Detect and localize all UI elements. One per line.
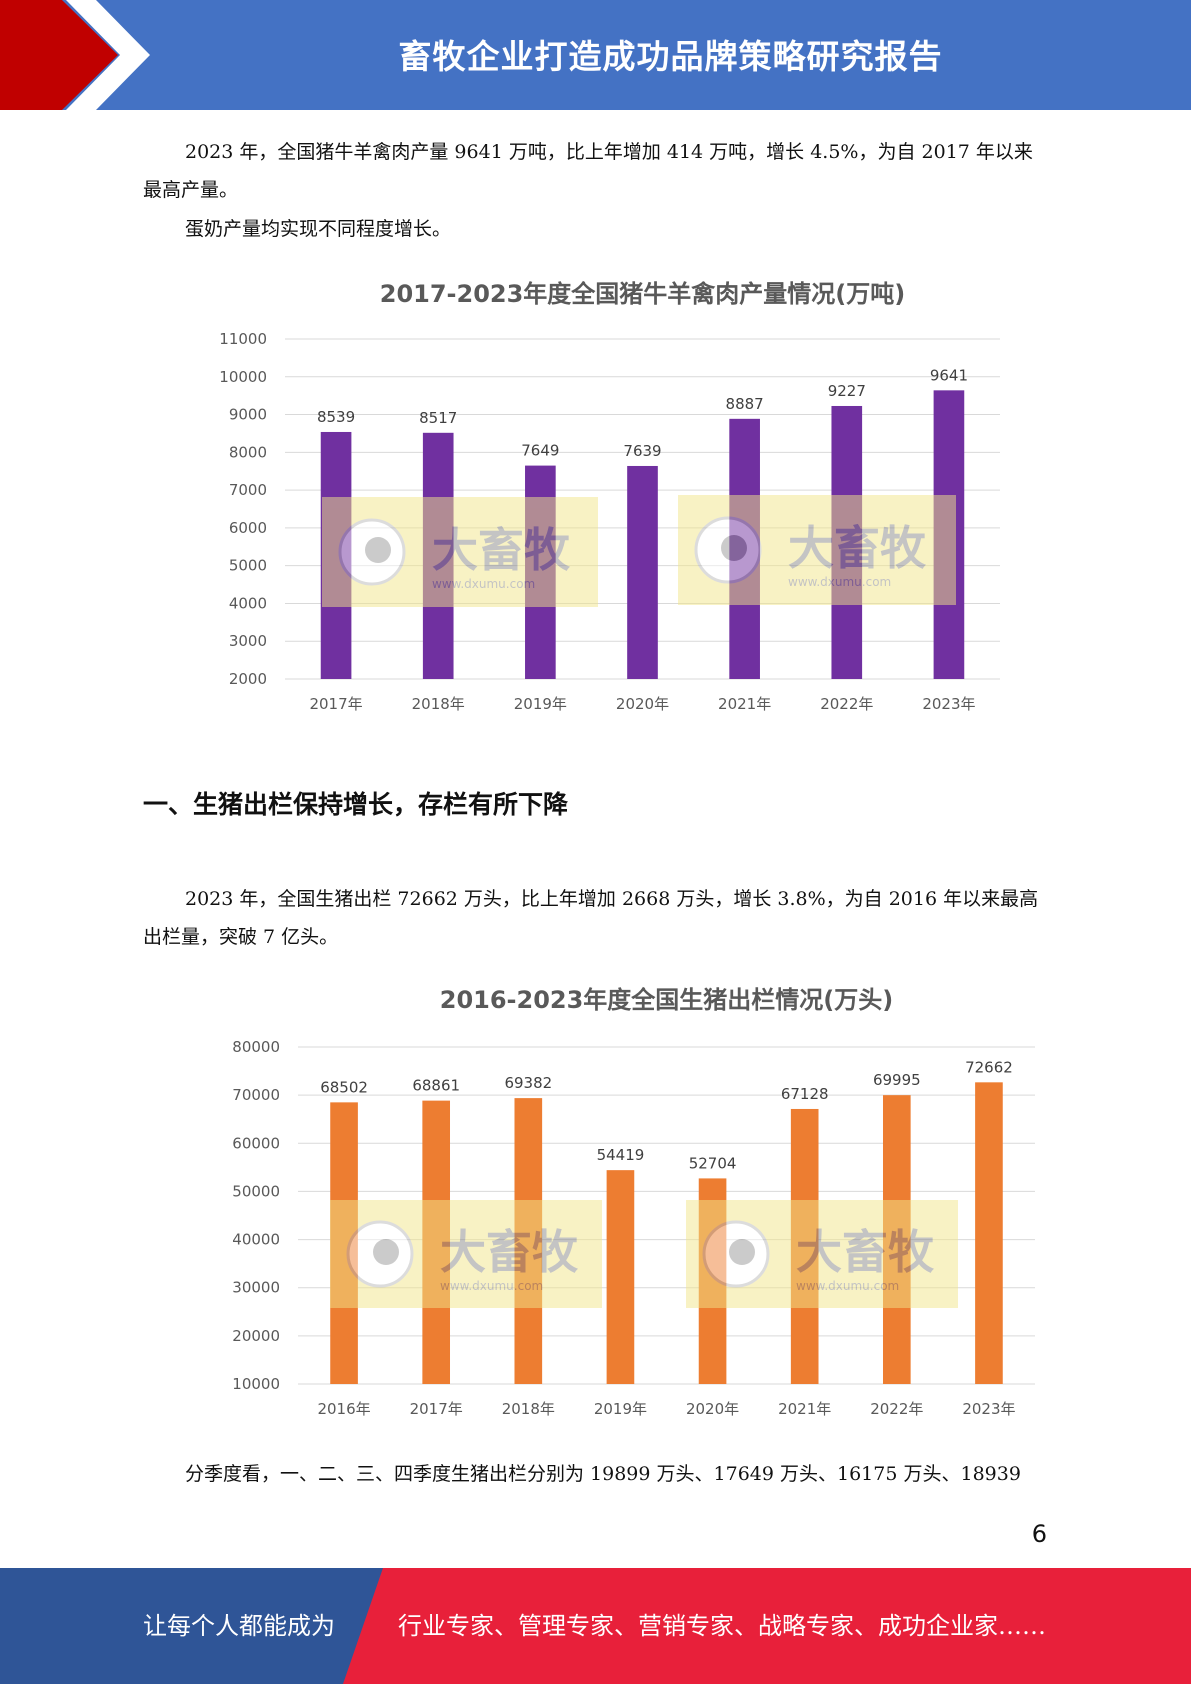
chart1-y-tick-label: 10000 [219, 368, 267, 386]
chart1-x-tick-label: 2017年 [309, 695, 362, 713]
footer-slogan-left: 让每个人都能成为 [143, 1612, 335, 1640]
chart2-x-tick-label: 2023年 [962, 1400, 1015, 1418]
page-number: 6 [1031, 1520, 1047, 1548]
chart1-y-tick-label: 11000 [219, 330, 267, 348]
paragraph-meat-output: 2023 年，全国猪牛羊禽肉产量 9641 万吨，比上年增加 414 万吨，增长… [143, 141, 1033, 201]
chart1-data-label: 7639 [623, 442, 661, 460]
watermark-url: www.dxumu.com [788, 575, 891, 589]
chart1-title: 2017-2023年度全国猪牛羊禽肉产量情况(万吨) [380, 280, 906, 308]
watermark-url: www.dxumu.com [796, 1279, 899, 1293]
chart2-y-tick-label: 80000 [232, 1038, 280, 1056]
chart1-data-label: 7649 [521, 442, 559, 460]
chart2-data-label: 68861 [412, 1077, 460, 1095]
header-arrow-decoration [0, 0, 150, 110]
chart2-y-tick-label: 30000 [232, 1279, 280, 1297]
chart2-data-label: 52704 [689, 1154, 737, 1172]
watermark-brand: 大畜牧 [440, 1225, 579, 1279]
chart1-data-label: 8539 [317, 408, 355, 426]
footer-slogan-right: 行业专家、管理专家、营销专家、战略专家、成功企业家…… [398, 1612, 1046, 1640]
watermark-brand: 大畜牧 [796, 1225, 935, 1279]
chart2-data-label: 69995 [873, 1071, 921, 1089]
paragraph-egg-milk: 蛋奶产量均实现不同程度增长。 [185, 218, 452, 240]
chart1-y-tick-label: 9000 [229, 406, 267, 424]
report-title: 畜牧企业打造成功品牌策略研究报告 [398, 37, 943, 76]
chart2-bar [975, 1082, 1003, 1384]
footer-background [0, 1568, 1191, 1684]
chart2-data-label: 68502 [320, 1078, 368, 1096]
chart1-data-label: 9227 [828, 382, 866, 400]
chart2-x-tick-label: 2016年 [317, 1400, 370, 1418]
chart1-x-tick-label: 2020年 [616, 695, 669, 713]
chart2-y-tick-label: 10000 [232, 1375, 280, 1393]
chart1-data-label: 8517 [419, 409, 457, 427]
chart2-x-tick-label: 2021年 [778, 1400, 831, 1418]
chart2-y-tick-label: 70000 [232, 1086, 280, 1104]
chart2-x-tick-label: 2018年 [502, 1400, 555, 1418]
chart2-data-label: 69382 [504, 1074, 552, 1092]
watermark-url: www.dxumu.com [440, 1279, 543, 1293]
chart2-x-tick-label: 2019年 [594, 1400, 647, 1418]
chart2-y-tick-label: 60000 [232, 1134, 280, 1152]
chart2-data-label: 67128 [781, 1085, 829, 1103]
watermark-brand: 大畜牧 [432, 523, 571, 577]
section-heading: 一、生猪出栏保持增长，存栏有所下降 [143, 790, 569, 819]
page-header: 畜牧企业打造成功品牌策略研究报告 [0, 0, 1191, 110]
chart-meat-output: 2017-2023年度全国猪牛羊禽肉产量情况(万吨) 2000 3000 4000 50… [0, 262, 1191, 722]
chart2-y-tick-label: 40000 [232, 1231, 280, 1249]
chart-meat-output-svg: 2017-2023年度全国猪牛羊禽肉产量情况(万吨) 2000 3000 4000 50… [219, 280, 1000, 713]
chart2-y-tick-label: 50000 [232, 1182, 280, 1200]
chart1-data-label: 9641 [930, 366, 968, 384]
chart1-y-tick-label: 3000 [229, 632, 267, 650]
chart2-x-tick-label: 2017年 [410, 1400, 463, 1418]
chart2-title: 2016-2023年度全国生猪出栏情况(万头) [440, 986, 894, 1014]
chart2-data-label: 72662 [965, 1058, 1013, 1076]
page-footer: 让每个人都能成为 行业专家、管理专家、营销专家、战略专家、成功企业家…… [0, 1568, 1191, 1684]
chart1-x-tick-label: 2023年 [922, 695, 975, 713]
chart2-x-tick-label: 2022年 [870, 1400, 923, 1418]
chart1-y-tick-label: 5000 [229, 557, 267, 575]
chart1-y-tick-label: 7000 [229, 481, 267, 499]
chart2-bar [606, 1170, 635, 1384]
chart1-y-tick-label: 8000 [229, 443, 267, 461]
chart1-y-tick-label: 2000 [229, 670, 267, 688]
chart1-y-tick-label: 6000 [229, 519, 267, 537]
chart2-x-tick-label: 2020年 [686, 1400, 739, 1418]
chart1-x-tick-label: 2019年 [514, 695, 567, 713]
chart-hog-slaughter-svg: 2016-2023年度全国生猪出栏情况(万头) 10000 20000 30000 40… [232, 986, 1035, 1418]
paragraph-quarterly: 分季度看，一、二、三、四季度生猪出栏分别为 19899 万头、17649 万头、… [185, 1463, 1021, 1485]
chart2-y-tick-label: 20000 [232, 1327, 280, 1345]
watermark-brand: 大畜牧 [788, 521, 927, 575]
chart1-data-label: 8887 [726, 395, 764, 413]
chart1-bar [627, 465, 658, 679]
paragraph-hog-slaughter: 2023 年，全国生猪出栏 72662 万头，比上年增加 2668 万头，增长 … [143, 888, 1039, 948]
chart1-x-tick-label: 2018年 [412, 695, 465, 713]
chart-hog-slaughter: 2016-2023年度全国生猪出栏情况(万头) 10000 20000 30000 40… [0, 968, 1191, 1428]
chart1-x-tick-label: 2022年 [820, 695, 873, 713]
watermark-url: www.dxumu.com [432, 577, 535, 591]
chart1-y-tick-label: 4000 [229, 594, 267, 612]
chart2-data-label: 54419 [597, 1146, 645, 1164]
chart1-x-tick-label: 2021年 [718, 695, 771, 713]
